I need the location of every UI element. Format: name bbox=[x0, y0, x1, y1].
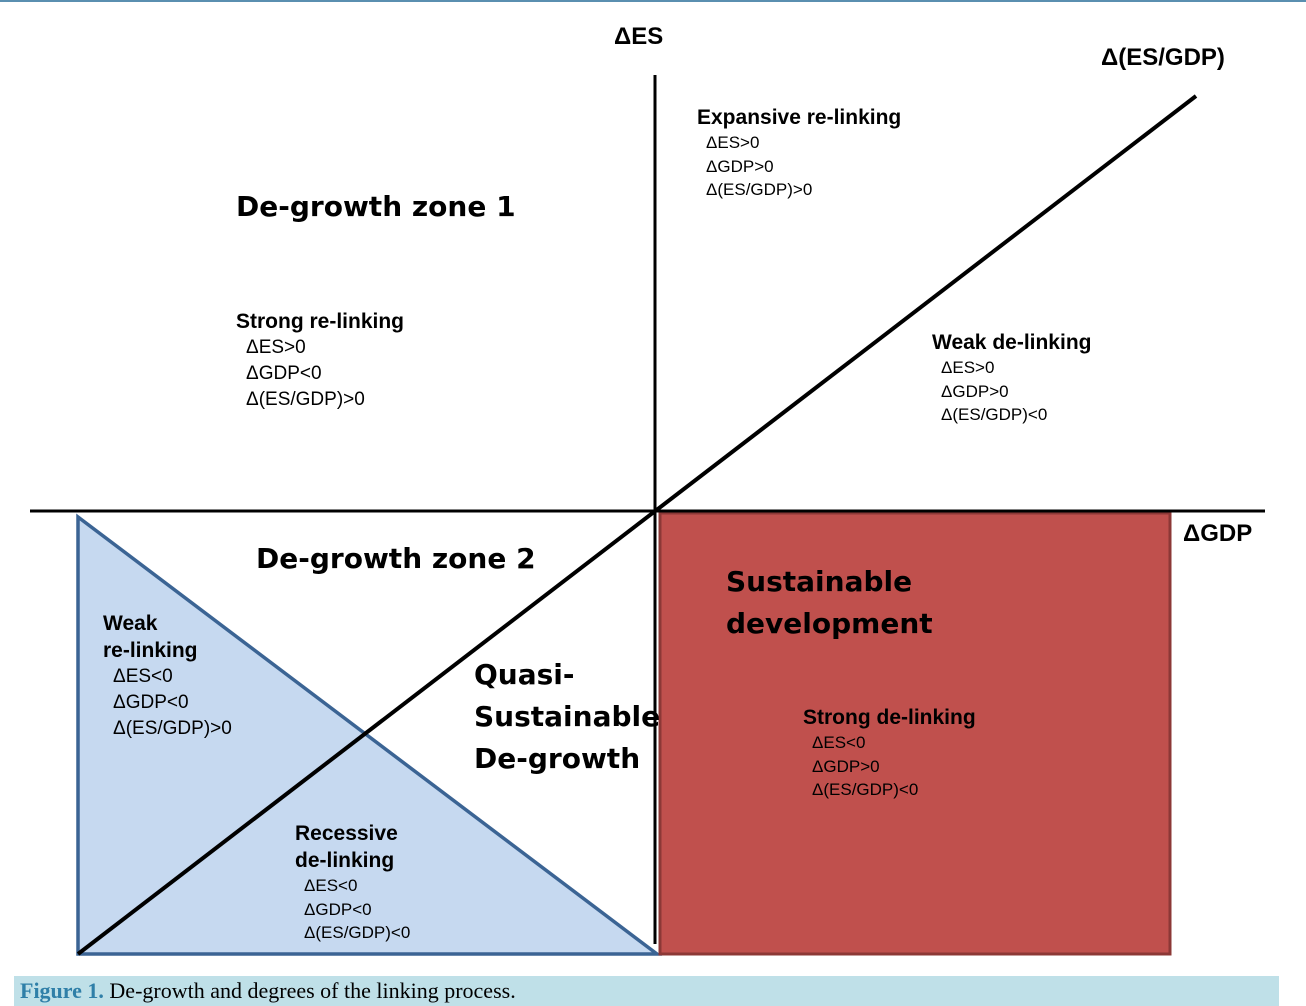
weak-relinking-block: Weak re-linking ΔES<0 ΔGDP<0 Δ(ES/GDP)>0 bbox=[103, 610, 232, 742]
recessive-delinking-block: Recessive de-linking ΔES<0 ΔGDP<0 Δ(ES/G… bbox=[295, 820, 410, 945]
sustainable-line-2: development bbox=[726, 607, 933, 640]
diagram-canvas bbox=[30, 75, 1265, 956]
weak-delinking-title: Weak de-linking bbox=[932, 331, 1092, 354]
strong-delinking-block: Strong de-linking ΔES<0 ΔGDP>0 Δ(ES/GDP)… bbox=[803, 704, 976, 802]
x-axis-label: ΔGDP bbox=[1183, 520, 1253, 547]
strong-relinking-ratio: Δ(ES/GDP)>0 bbox=[246, 389, 365, 410]
figure-caption-label: Figure 1. bbox=[20, 978, 104, 1003]
sustainable-development-box bbox=[658, 511, 1172, 956]
expansive-relinking-es: ΔES>0 bbox=[706, 133, 760, 152]
recessive-delinking-title-1: Recessive bbox=[295, 822, 398, 845]
es-gdp-diagonal bbox=[76, 94, 1198, 956]
strong-relinking-block: Strong re-linking ΔES>0 ΔGDP<0 Δ(ES/GDP)… bbox=[236, 308, 404, 413]
sustainable-line-1: Sustainable bbox=[726, 565, 913, 598]
expansive-relinking-ratio: Δ(ES/GDP)>0 bbox=[706, 180, 813, 199]
strong-delinking-gdp: ΔGDP>0 bbox=[812, 756, 880, 776]
weak-delinking-es: ΔES>0 bbox=[941, 358, 995, 377]
strong-relinking-title: Strong re-linking bbox=[236, 310, 404, 333]
quasi-line-3: De-growth bbox=[474, 742, 641, 775]
weak-relinking-title-1: Weak bbox=[103, 612, 158, 635]
weak-relinking-ratio: Δ(ES/GDP)>0 bbox=[113, 718, 232, 739]
figure-caption-text: De-growth and degrees of the linking pro… bbox=[103, 978, 516, 1003]
weak-relinking-gdp: ΔGDP<0 bbox=[113, 692, 189, 713]
recessive-delinking-gdp: ΔGDP<0 bbox=[304, 899, 372, 919]
degrowth-zone-2-label: De-growth zone 2 bbox=[256, 542, 536, 575]
weak-delinking-block: Weak de-linking ΔES>0 ΔGDP>0 Δ(ES/GDP)<0 bbox=[932, 329, 1091, 427]
weak-delinking-ratio: Δ(ES/GDP)<0 bbox=[941, 405, 1048, 424]
expansive-relinking-gdp: ΔGDP>0 bbox=[706, 156, 774, 176]
sustainable-development-label: Sustainable development bbox=[726, 561, 933, 645]
degrowth-zone-1-label: De-growth zone 1 bbox=[236, 190, 516, 223]
quasi-line-1: Quasi- bbox=[474, 658, 575, 691]
expansive-relinking-block: Expansive re-linking ΔES>0 ΔGDP>0 Δ(ES/G… bbox=[697, 104, 901, 202]
weak-relinking-es: ΔES<0 bbox=[113, 666, 173, 687]
strong-delinking-title: Strong de-linking bbox=[803, 706, 976, 729]
recessive-delinking-title-2: de-linking bbox=[295, 849, 395, 872]
strong-delinking-ratio: Δ(ES/GDP)<0 bbox=[812, 780, 919, 799]
recessive-delinking-es: ΔES<0 bbox=[304, 876, 358, 895]
weak-delinking-gdp: ΔGDP>0 bbox=[941, 381, 1009, 401]
y-axis-label: ΔES bbox=[614, 23, 664, 50]
figure-caption: Figure 1. De-growth and degrees of the l… bbox=[14, 976, 1279, 1006]
quasi-sustainable-degrowth-label: Quasi- Sustainable De-growth bbox=[474, 654, 660, 780]
top-rule bbox=[0, 0, 1306, 2]
strong-relinking-gdp: ΔGDP<0 bbox=[246, 363, 322, 384]
strong-relinking-es: ΔES>0 bbox=[246, 337, 306, 358]
recessive-delinking-ratio: Δ(ES/GDP)<0 bbox=[304, 923, 411, 942]
quasi-line-2: Sustainable bbox=[474, 700, 661, 733]
expansive-relinking-title: Expansive re-linking bbox=[697, 106, 902, 129]
diagonal-axis-label: Δ(ES/GDP) bbox=[1101, 44, 1225, 71]
weak-relinking-title-2: re-linking bbox=[103, 639, 198, 662]
strong-delinking-es: ΔES<0 bbox=[812, 733, 866, 752]
